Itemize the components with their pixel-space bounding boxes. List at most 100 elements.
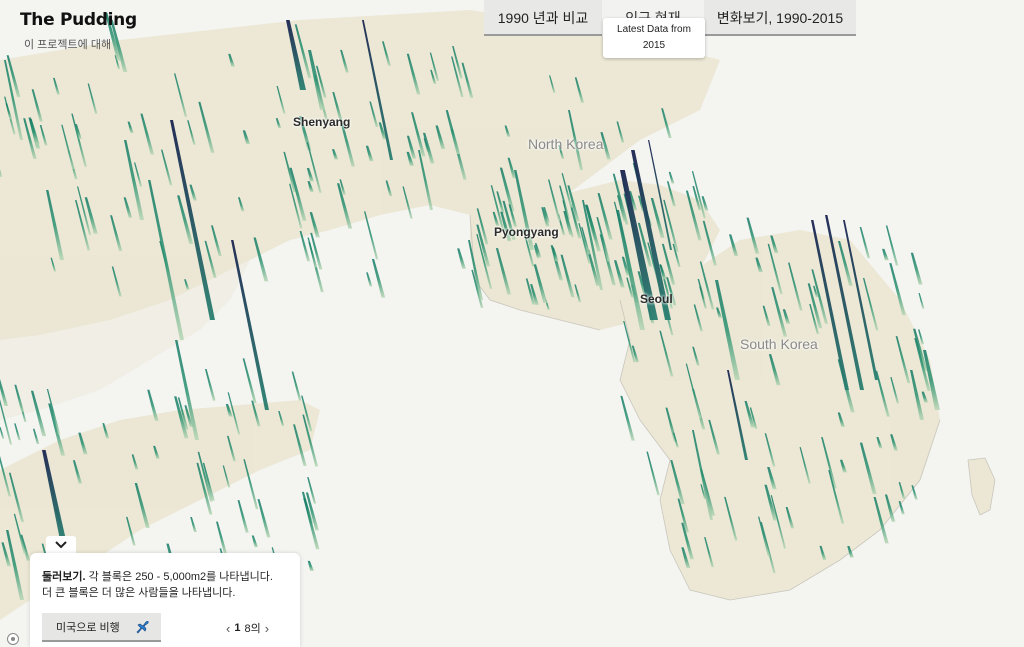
population-spike	[876, 437, 883, 449]
population-spike	[561, 173, 573, 208]
population-spike	[23, 118, 37, 159]
population-spike	[811, 269, 828, 324]
population-spike	[299, 230, 311, 262]
tab-compare-1990[interactable]: 1990 년과 비교	[484, 0, 602, 36]
population-spike	[681, 522, 694, 560]
population-spike	[552, 247, 559, 262]
population-spike	[134, 162, 143, 187]
population-spike	[809, 303, 820, 334]
population-spike	[14, 423, 21, 441]
population-spike	[918, 293, 925, 309]
population-spike	[13, 513, 26, 554]
population-spike	[71, 113, 87, 167]
population-spike	[102, 423, 110, 439]
population-spike	[567, 185, 580, 222]
population-spike	[885, 225, 899, 266]
population-spike	[574, 77, 584, 103]
population-spike	[600, 132, 611, 160]
population-spike	[704, 537, 714, 567]
population-spike	[114, 55, 121, 69]
population-spike	[0, 455, 11, 497]
population-spike	[184, 405, 193, 427]
panel-description: 둘러보기. 각 블록은 250 - 5,000m2를 나타냅니다. 더 큰 블록…	[42, 569, 292, 601]
population-spike	[8, 472, 25, 522]
population-spike	[648, 140, 672, 250]
population-spike	[631, 345, 639, 363]
population-spike	[859, 226, 871, 259]
population-spike	[225, 404, 233, 417]
about-link[interactable]: 이 프로젝트에 대해	[24, 39, 112, 51]
population-spike	[530, 284, 539, 305]
population-spike	[762, 305, 771, 326]
population-spike	[724, 496, 738, 541]
population-spike	[770, 235, 779, 254]
chevron-right-icon[interactable]: ›	[264, 620, 270, 636]
chevron-left-icon[interactable]: ‹	[226, 620, 231, 636]
label-pyongyang: Pyongyang	[494, 225, 559, 239]
population-spike	[629, 191, 638, 211]
population-spike	[890, 434, 898, 451]
population-spike	[621, 256, 631, 276]
population-spike	[148, 180, 184, 340]
population-spike	[468, 240, 483, 300]
population-spike	[127, 121, 134, 133]
pudding-logo[interactable]: The Pudding	[20, 10, 137, 30]
population-spike	[202, 462, 215, 501]
population-spike	[672, 243, 681, 267]
population-spike	[631, 150, 671, 320]
population-spike	[302, 414, 319, 467]
population-spike	[582, 200, 603, 290]
population-spike	[597, 193, 613, 240]
population-spike	[581, 227, 591, 255]
population-spike	[242, 358, 257, 404]
fly-button[interactable]: 미국으로 비행	[42, 613, 161, 642]
population-spike	[500, 211, 512, 242]
population-spike	[306, 142, 322, 193]
population-spike	[504, 125, 511, 137]
population-spike	[508, 204, 518, 227]
population-spike	[659, 330, 674, 377]
population-spike	[123, 197, 133, 218]
population-spike	[697, 279, 706, 300]
population-spike	[238, 197, 245, 212]
population-spike	[177, 397, 189, 430]
population-spike	[14, 384, 25, 412]
tab-tooltip: Latest Data from 2015	[603, 18, 705, 58]
population-spike	[445, 110, 461, 154]
population-spike	[53, 77, 60, 95]
population-spike	[124, 140, 144, 220]
population-spike	[637, 222, 653, 267]
map-attribution-icon[interactable]	[6, 632, 20, 646]
population-spike	[336, 183, 353, 229]
population-spike	[668, 171, 675, 184]
population-spike	[204, 240, 217, 278]
population-spike	[42, 450, 66, 540]
population-spike	[514, 170, 534, 250]
population-spike	[825, 215, 864, 390]
population-spike	[231, 240, 269, 410]
population-spike	[596, 217, 611, 262]
population-spike	[309, 212, 320, 238]
population-spike	[6, 530, 24, 600]
population-spike	[177, 195, 194, 244]
population-spike	[4, 60, 23, 140]
panel-text2: 더 큰 블록은 더 많은 사람들을 나타냅니다.	[42, 587, 236, 599]
population-spike	[451, 56, 464, 97]
population-spike	[378, 122, 387, 140]
population-spike	[700, 484, 707, 499]
population-spike	[305, 492, 319, 531]
population-spike	[692, 430, 713, 520]
population-spike	[476, 208, 489, 245]
population-spike	[228, 53, 235, 67]
population-spike	[251, 535, 258, 548]
population-spike	[39, 124, 48, 146]
spikes-layer	[0, 12, 940, 600]
tab-change-1990-2015[interactable]: 변화보기, 1990-2015	[704, 0, 856, 36]
population-spike	[681, 547, 691, 568]
population-spike	[216, 521, 227, 553]
population-spike	[476, 234, 493, 289]
collapse-panel-button[interactable]	[46, 536, 76, 554]
population-spike	[6, 55, 21, 98]
population-spike	[105, 12, 122, 61]
